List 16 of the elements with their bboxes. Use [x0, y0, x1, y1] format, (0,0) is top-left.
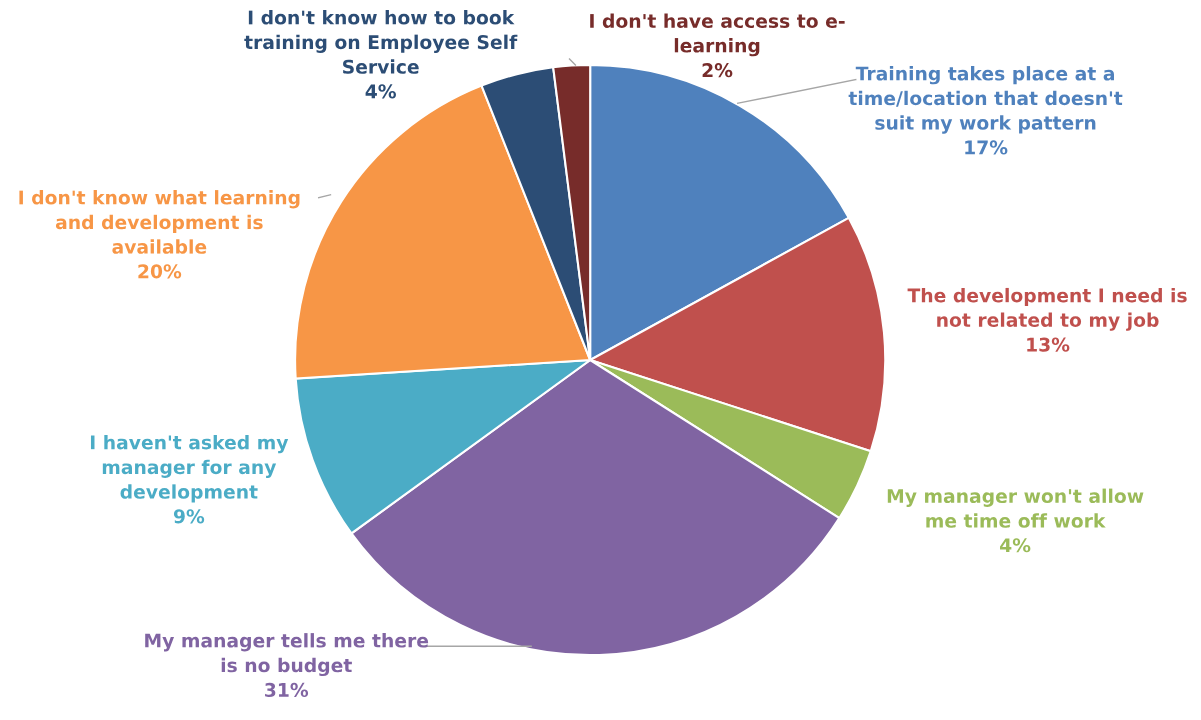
slice-label: I don't have access to e- learning: [590, 13, 845, 57]
slice-label: The development I need is not related to my job: [907, 287, 1187, 331]
data-label: 31%: [265, 682, 309, 698]
data-label: 2%: [702, 63, 733, 78]
slice-label: My manager won't allow me time off work: [887, 488, 1144, 528]
slice-label: I don't know what learning and development is available: [19, 190, 300, 254]
slice-label: My manager tells me there is no budget: [145, 633, 429, 677]
data-label: 4%: [365, 84, 396, 99]
data-label: 20%: [138, 264, 182, 279]
data-label: 13%: [1027, 337, 1070, 352]
data-label: 4%: [1000, 538, 1031, 553]
slice-label: Training takes place at a time/location that doesn't suit my work pattern: [848, 66, 1123, 134]
slice-label: I don't know how to book training on Employee Self Service: [244, 10, 518, 74]
slice-label: I haven't asked my manager for any development: [90, 434, 289, 503]
data-label: 9%: [173, 509, 205, 524]
data-label: 17%: [965, 140, 1008, 155]
